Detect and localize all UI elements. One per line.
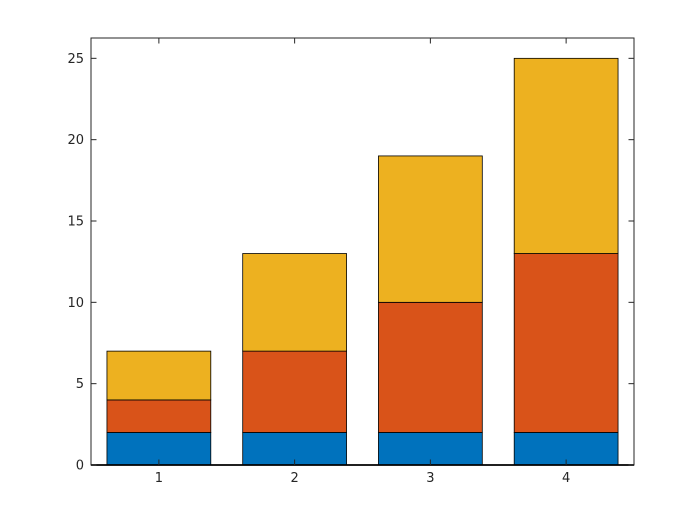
bar-segment-series3-cat3 bbox=[378, 155, 483, 303]
bar-segment-series3-cat2 bbox=[242, 253, 347, 352]
bars-group bbox=[106, 57, 619, 466]
bar-segment-series2-cat1 bbox=[106, 399, 212, 433]
axes-group: 0 5 10 15 20 25 1 2 3 4 bbox=[67, 37, 635, 486]
x-tick-label: 4 bbox=[562, 471, 570, 486]
bar-segment-series2-cat4 bbox=[513, 253, 619, 433]
y-tick-label: 15 bbox=[67, 215, 84, 230]
bar-segment-series2-cat2 bbox=[242, 350, 347, 433]
x-tick-label: 2 bbox=[290, 471, 298, 486]
y-tick-label: 10 bbox=[67, 296, 84, 311]
y-tick-label: 20 bbox=[67, 133, 84, 148]
x-tick-label: 1 bbox=[155, 471, 163, 486]
bar-segment-series3-cat4 bbox=[513, 57, 619, 254]
bar-segment-series2-cat3 bbox=[378, 301, 483, 433]
x-tick-label: 3 bbox=[426, 471, 434, 486]
y-tick-label: 0 bbox=[76, 459, 84, 474]
y-tick-label: 5 bbox=[76, 377, 84, 392]
bar-segment-series3-cat1 bbox=[106, 350, 212, 401]
y-tick-label: 25 bbox=[67, 52, 84, 67]
